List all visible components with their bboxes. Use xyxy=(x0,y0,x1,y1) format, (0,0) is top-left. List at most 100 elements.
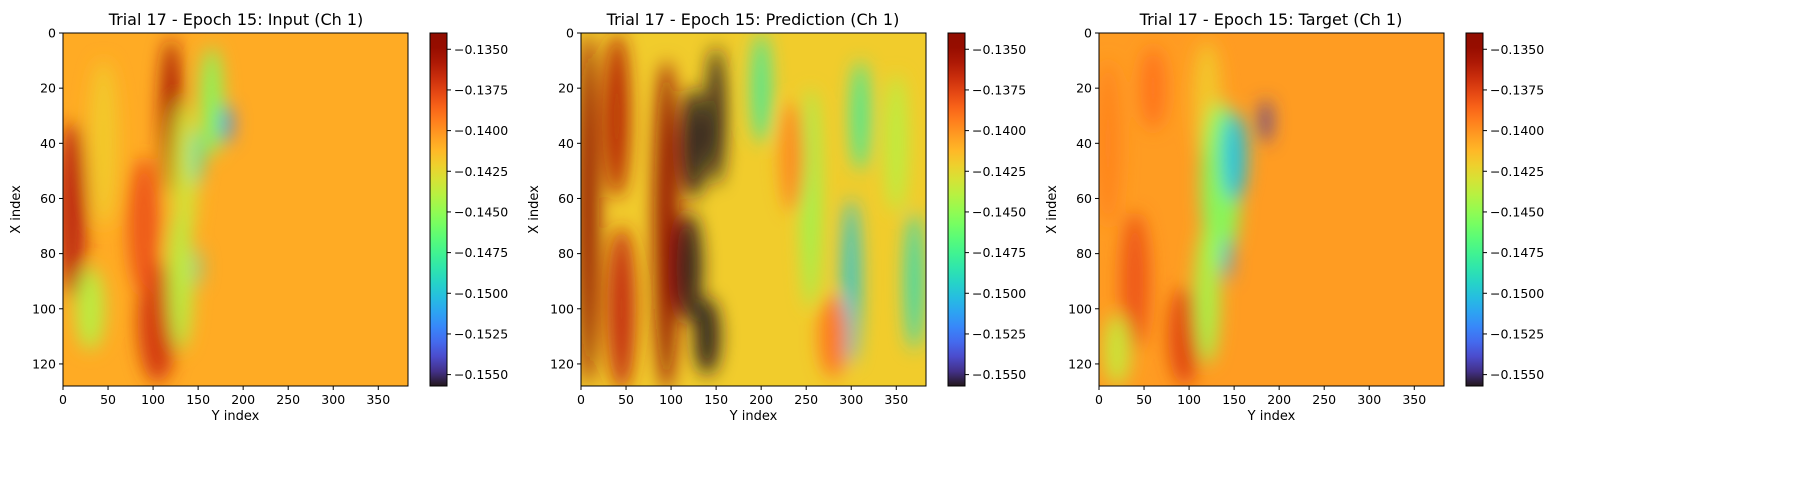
heatmap-feature-band xyxy=(905,212,924,351)
y-tick-label: 60 xyxy=(1076,191,1092,206)
axes-frame xyxy=(580,32,927,387)
x-tick-label: 0 xyxy=(59,392,67,407)
heatmap-feature-spot xyxy=(1224,237,1232,282)
colorbar-tick-label: −0.1350 xyxy=(454,42,508,57)
x-tick-label: 200 xyxy=(1267,392,1291,407)
colorbar-tick-label: −0.1500 xyxy=(1490,286,1544,301)
heatmap-feature-band xyxy=(75,267,105,351)
heatmap-feature-spot xyxy=(190,129,202,185)
panel-1: Trial 17 - Epoch 15: Input (Ch 1) 0 50 100 1… xyxy=(9,10,508,424)
y-tick-label: 60 xyxy=(40,191,56,206)
heatmap-feature-band xyxy=(694,297,720,375)
heatmap-feature-band xyxy=(127,157,161,295)
heatmap-feature-spot xyxy=(1221,112,1247,202)
y-tick-label: 120 xyxy=(32,356,56,371)
x-tick-label: 350 xyxy=(366,392,390,407)
colorbar-tick-label: −0.1525 xyxy=(454,326,508,341)
colorbar-tick-label: −0.1500 xyxy=(972,286,1026,301)
colorbar-tick-label: −0.1375 xyxy=(1490,82,1544,97)
panel-3: Trial 17 - Epoch 15: Target (Ch 1) 0 50 100… xyxy=(1045,10,1544,424)
x-axis-label: Y index xyxy=(729,409,778,424)
colorbar-tick-label: −0.1400 xyxy=(1490,123,1544,138)
heatmap-feature-band xyxy=(851,60,870,171)
colorbar-tick-label: −0.1450 xyxy=(972,204,1026,219)
colorbar-tick-label: −0.1525 xyxy=(972,326,1026,341)
y-tick-label: 100 xyxy=(1068,301,1092,316)
y-tick-label: 0 xyxy=(566,26,574,41)
heatmap-feature-band xyxy=(171,101,199,240)
colorbar-tick-label: −0.1375 xyxy=(972,82,1026,97)
colorbar xyxy=(947,32,966,387)
panel-title: Trial 17 - Epoch 15: Input (Ch 1) xyxy=(108,10,364,29)
x-tick-label: 50 xyxy=(100,392,116,407)
axes-frame xyxy=(62,32,409,387)
x-tick-label: 250 xyxy=(794,392,818,407)
heatmap-feature-band xyxy=(581,33,600,386)
heatmap-feature-band xyxy=(1194,226,1220,364)
axes-frame xyxy=(1098,32,1445,387)
x-tick-label: 100 xyxy=(659,392,683,407)
heatmap-image xyxy=(581,33,926,386)
colorbar-tick-label: −0.1400 xyxy=(454,123,508,138)
heatmap-feature-band xyxy=(707,46,726,185)
colorbar-tick-label: −0.1550 xyxy=(972,367,1026,382)
colorbar xyxy=(1465,32,1484,387)
heatmap-feature-band xyxy=(1103,314,1131,386)
heatmap-feature-band xyxy=(885,74,908,213)
colorbar-tick-label: −0.1450 xyxy=(1490,204,1544,219)
x-axis-label: Y index xyxy=(211,409,260,424)
x-tick-label: 0 xyxy=(577,392,585,407)
heatmap-feature-band xyxy=(653,60,680,386)
y-tick-label: 100 xyxy=(32,301,56,316)
heatmap-feature-band xyxy=(1140,46,1166,130)
y-tick-label: 20 xyxy=(558,81,574,96)
heatmap-feature-band xyxy=(200,46,223,158)
x-tick-label: 50 xyxy=(1136,392,1152,407)
heatmap-feature-band xyxy=(818,294,848,378)
heatmap-feature-spot xyxy=(1260,99,1272,144)
x-tick-label: 300 xyxy=(321,392,345,407)
heatmap-feature-band xyxy=(1099,60,1121,227)
heatmap-image xyxy=(1099,33,1444,386)
colorbar-tick-label: −0.1350 xyxy=(972,42,1026,57)
y-tick-label: 20 xyxy=(1076,81,1092,96)
y-axis-label: X index xyxy=(527,185,542,234)
y-tick-label: 60 xyxy=(558,191,574,206)
y-axis-label: X index xyxy=(9,185,24,234)
y-tick-label: 40 xyxy=(558,136,574,151)
colorbar-tick-label: −0.1500 xyxy=(454,286,508,301)
heatmap-feature-spot xyxy=(221,104,233,144)
heatmap-feature-band xyxy=(676,212,702,323)
x-tick-label: 250 xyxy=(1312,392,1336,407)
colorbar-tick-label: −0.1475 xyxy=(1490,245,1544,260)
colorbar-tick-label: −0.1425 xyxy=(1490,164,1544,179)
y-tick-label: 120 xyxy=(550,356,574,371)
colorbar-tick-label: −0.1475 xyxy=(972,245,1026,260)
heatmap-feature-spot xyxy=(195,248,201,287)
y-tick-label: 80 xyxy=(40,246,56,261)
y-tick-label: 80 xyxy=(1076,246,1092,261)
y-tick-label: 40 xyxy=(40,136,56,151)
colorbar-tick-label: −0.1425 xyxy=(454,164,508,179)
heatmap-feature-band xyxy=(607,226,636,386)
x-tick-label: 300 xyxy=(1357,392,1381,407)
y-axis-label: X index xyxy=(1045,185,1060,234)
colorbar-tick-label: −0.1350 xyxy=(1490,42,1544,57)
colorbar-tick-label: −0.1375 xyxy=(454,82,508,97)
colorbar xyxy=(429,32,448,387)
x-tick-label: 150 xyxy=(1222,392,1246,407)
x-tick-label: 100 xyxy=(1177,392,1201,407)
heatmap-feature-band xyxy=(89,60,118,227)
x-tick-label: 200 xyxy=(231,392,255,407)
x-tick-label: 350 xyxy=(884,392,908,407)
heatmap-feature-band xyxy=(604,33,630,199)
x-axis-label: Y index xyxy=(1247,409,1296,424)
heatmap-background xyxy=(63,33,408,386)
heatmap-feature-band xyxy=(752,33,771,144)
colorbar-tick-label: −0.1400 xyxy=(972,123,1026,138)
y-tick-label: 20 xyxy=(40,81,56,96)
heatmap-image xyxy=(63,33,408,386)
x-tick-label: 0 xyxy=(1095,392,1103,407)
heatmap-feature-band xyxy=(1168,286,1201,386)
